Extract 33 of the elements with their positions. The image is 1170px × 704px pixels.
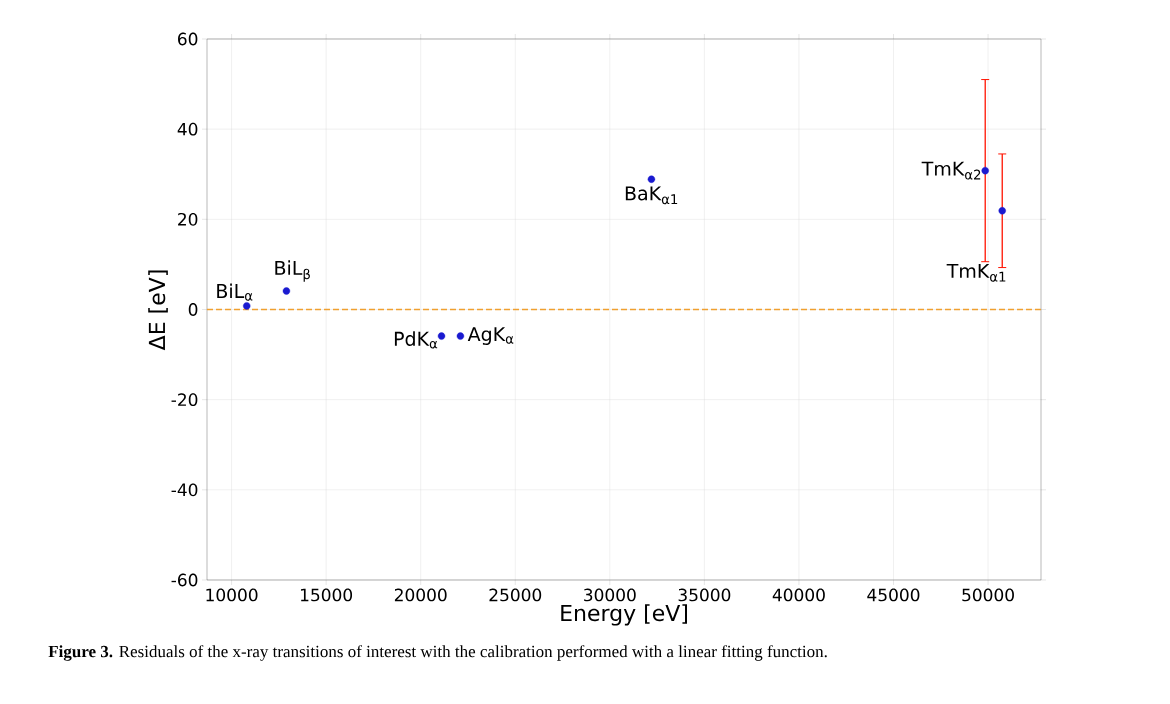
point bbox=[282, 287, 291, 295]
point bbox=[456, 332, 465, 340]
annotation: TmK$_{α2}$ bbox=[921, 161, 981, 180]
x-tick-label: 10000 bbox=[206, 588, 258, 602]
y-axis-title: ΔE [eV] bbox=[148, 270, 168, 351]
annotation: BaK$_{α1}$ bbox=[625, 186, 678, 205]
x-tick-label: 25000 bbox=[489, 588, 542, 602]
point bbox=[243, 302, 251, 310]
x-tick-label: 20000 bbox=[394, 588, 447, 602]
y-tick-label: 0 bbox=[188, 303, 198, 316]
annotation: AgK$_{α}$ bbox=[467, 327, 514, 345]
point bbox=[981, 166, 989, 175]
x-tick-label: 35000 bbox=[678, 588, 731, 602]
x-tick-label: 30000 bbox=[584, 588, 636, 602]
y-tick-label: 20 bbox=[178, 212, 198, 226]
y-tick-label: 60 bbox=[178, 32, 198, 46]
point bbox=[647, 175, 656, 183]
y-tick-label: -60 bbox=[171, 573, 198, 587]
annotation: TmK$_{α1}$ bbox=[946, 263, 1006, 282]
x-tick-label: 40000 bbox=[772, 588, 825, 602]
y-tick-label: -20 bbox=[171, 393, 198, 407]
point bbox=[998, 207, 1006, 215]
x-tick-label: 15000 bbox=[300, 588, 353, 602]
x-tick-label: 45000 bbox=[867, 588, 920, 602]
y-tick-label: -40 bbox=[171, 483, 198, 497]
annotation: PdK$_{α}$ bbox=[394, 331, 438, 349]
y-tick-label: 40 bbox=[177, 122, 198, 136]
point bbox=[437, 332, 446, 340]
x-axis-title: Energy [eV] bbox=[561, 604, 687, 626]
text: Figure 3. Residuals of the x-ray transitions of interest with the calibration performed with a linear fitting function. bbox=[48, 645, 827, 661]
annotation: BiL$_{β}$ bbox=[275, 260, 310, 282]
annotation: BiL$_{α}$ bbox=[217, 283, 253, 301]
x-tick-label: 50000 bbox=[962, 588, 1014, 602]
